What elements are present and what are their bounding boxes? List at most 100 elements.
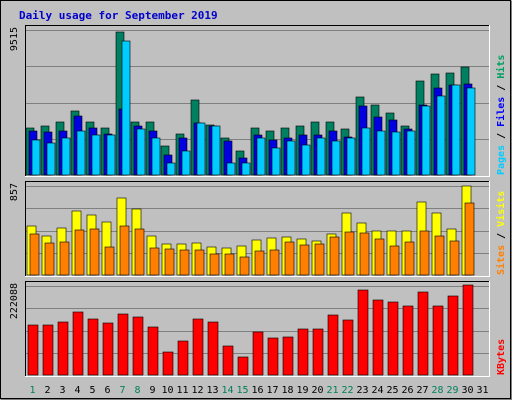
bar-sites-day-18 <box>284 241 295 276</box>
bar-kbytes-day-15 <box>237 356 249 376</box>
bar-pages-day-24 <box>376 130 386 176</box>
bar-kbytes-day-18 <box>282 336 294 376</box>
bar-sites-day-17 <box>269 249 280 276</box>
bar-pages-day-6 <box>106 134 116 176</box>
bar-pages-day-28 <box>436 95 446 176</box>
bar-sites-day-12 <box>194 249 205 276</box>
x-tick-label-8: 8 <box>134 385 140 396</box>
bar-sites-day-22 <box>344 231 355 276</box>
x-tick-label-5: 5 <box>89 385 95 396</box>
legend-visits: Visits <box>495 191 507 227</box>
bar-pages-day-13 <box>211 125 221 176</box>
bar-sites-day-3 <box>59 241 70 276</box>
x-tick-label-26: 26 <box>401 385 413 396</box>
bar-kbytes-day-2 <box>42 324 54 376</box>
bar-sites-day-30 <box>464 202 475 276</box>
bar-pages-day-26 <box>406 130 416 176</box>
bar-pages-day-2 <box>46 142 56 176</box>
legend-separator: / <box>496 227 507 245</box>
bar-kbytes-day-30 <box>462 284 474 376</box>
panel-legend: Pages / Files / Hits <box>495 55 507 175</box>
bar-pages-day-20 <box>316 137 326 176</box>
x-tick-label-18: 18 <box>281 385 293 396</box>
bar-sites-day-10 <box>164 248 175 276</box>
bar-pages-day-18 <box>286 140 296 176</box>
y-max-label: 9515 <box>9 27 20 51</box>
bar-kbytes-day-8 <box>132 316 144 376</box>
x-tick-label-10: 10 <box>161 385 173 396</box>
bar-kbytes-day-21 <box>327 314 339 376</box>
bar-pages-day-3 <box>61 137 71 176</box>
bar-pages-day-4 <box>76 130 86 176</box>
bar-pages-day-17 <box>271 147 281 176</box>
chart-title: Daily usage for September 2019 <box>19 9 218 22</box>
y-max-label: 222088 <box>9 283 20 319</box>
x-tick-label-19: 19 <box>296 385 308 396</box>
bar-pages-day-27 <box>421 105 431 176</box>
legend-pages: Pages <box>496 145 507 175</box>
panel-1: 9515 Pages / Files / Hits <box>9 25 507 177</box>
bar-kbytes-day-4 <box>72 311 84 376</box>
x-tick-label-15: 15 <box>236 385 248 396</box>
x-tick-label-4: 4 <box>74 385 80 396</box>
legend-hits: Hits <box>495 55 507 79</box>
bar-kbytes-day-25 <box>387 301 399 376</box>
bar-sites-day-16 <box>254 250 265 276</box>
bar-sites-day-4 <box>74 229 85 276</box>
bar-kbytes-day-20 <box>312 328 324 376</box>
bar-pages-day-19 <box>301 144 311 176</box>
bar-sites-day-8 <box>134 228 145 276</box>
bar-sites-day-13 <box>209 253 220 276</box>
x-tick-label-30: 30 <box>461 385 473 396</box>
bar-pages-day-23 <box>361 127 371 176</box>
x-tick-label-28: 28 <box>431 385 443 396</box>
bar-pages-day-1 <box>31 139 41 176</box>
bar-pages-day-25 <box>391 131 401 176</box>
legend-separator: / <box>496 79 507 97</box>
bar-kbytes-day-23 <box>357 289 369 376</box>
bar-sites-day-21 <box>329 236 340 276</box>
bar-kbytes-day-16 <box>252 331 264 376</box>
x-tick-label-7: 7 <box>119 385 125 396</box>
legend-sites: Sites <box>495 245 507 275</box>
x-tick-label-11: 11 <box>176 385 188 396</box>
bar-pages-day-22 <box>346 137 356 176</box>
bar-pages-day-21 <box>331 140 341 176</box>
bar-kbytes-day-5 <box>87 318 99 376</box>
bar-sites-day-1 <box>29 233 40 276</box>
x-tick-label-3: 3 <box>59 385 65 396</box>
bar-pages-day-8 <box>136 128 146 176</box>
x-tick-label-23: 23 <box>356 385 368 396</box>
bar-sites-day-7 <box>119 225 130 276</box>
x-tick-label-17: 17 <box>266 385 278 396</box>
bar-pages-day-30 <box>466 87 476 176</box>
x-tick-label-12: 12 <box>191 385 203 396</box>
panel-legend: Sites / Visits <box>495 191 507 275</box>
bar-pages-day-7 <box>121 40 131 176</box>
panel-legend: KBytes <box>496 339 507 375</box>
bar-kbytes-day-9 <box>147 326 159 376</box>
x-tick-label-14: 14 <box>221 385 233 396</box>
bar-sites-day-27 <box>419 230 430 276</box>
bar-sites-day-6 <box>104 246 115 276</box>
bar-kbytes-day-26 <box>402 305 414 376</box>
bar-kbytes-day-19 <box>297 328 309 376</box>
bar-kbytes-day-14 <box>222 345 234 376</box>
bar-kbytes-day-3 <box>57 321 69 376</box>
bar-pages-day-29 <box>451 84 461 176</box>
x-tick-label-24: 24 <box>371 385 383 396</box>
bar-kbytes-day-24 <box>372 299 384 376</box>
x-tick-label-31: 31 <box>476 385 488 396</box>
x-tick-label-9: 9 <box>149 385 155 396</box>
bar-kbytes-day-22 <box>342 319 354 376</box>
bar-sites-day-24 <box>374 238 385 276</box>
x-tick-label-29: 29 <box>446 385 458 396</box>
bar-kbytes-day-12 <box>192 318 204 376</box>
chart-panels: 9515 Pages / Files / Hits 857 Sites / Visit… <box>9 25 507 377</box>
bar-kbytes-day-13 <box>207 321 219 376</box>
x-tick-label-13: 13 <box>206 385 218 396</box>
bar-pages-day-16 <box>256 137 266 176</box>
bar-sites-day-9 <box>149 247 160 276</box>
x-tick-label-27: 27 <box>416 385 428 396</box>
